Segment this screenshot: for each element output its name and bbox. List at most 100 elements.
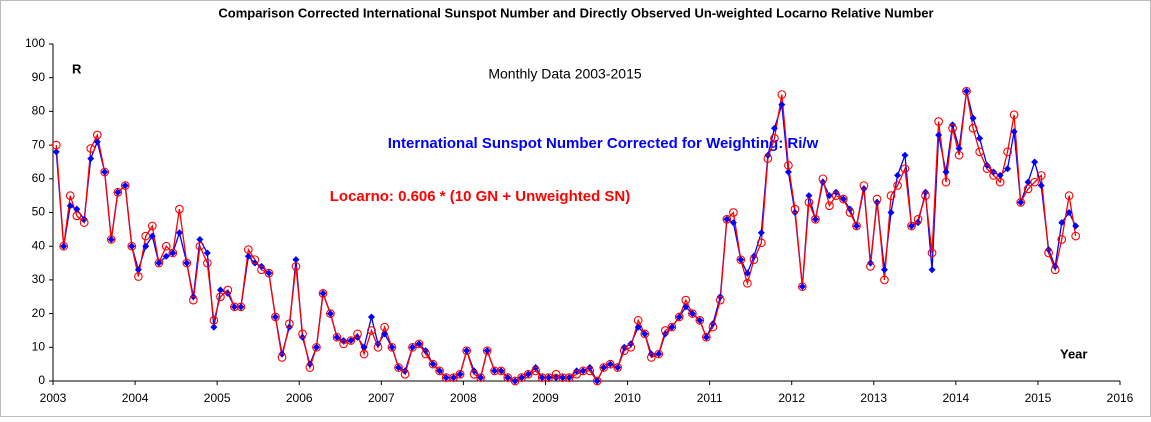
- marker: [463, 347, 471, 355]
- marker: [326, 309, 335, 318]
- marker: [244, 252, 252, 260]
- x-tick-label: 2015: [1025, 391, 1052, 405]
- marker: [908, 222, 916, 230]
- marker: [1024, 178, 1032, 186]
- chart-title: Comparison Corrected International Sunsp…: [218, 5, 933, 20]
- marker: [496, 366, 506, 376]
- marker: [120, 181, 130, 190]
- marker: [893, 181, 902, 190]
- marker: [504, 374, 512, 382]
- marker: [853, 222, 861, 230]
- marker: [708, 322, 718, 332]
- marker: [934, 117, 943, 126]
- x-tick-label: 2016: [1107, 391, 1134, 405]
- x-tick-label: 2004: [122, 391, 149, 405]
- marker: [134, 266, 142, 274]
- x-tick-label: 2013: [860, 391, 887, 405]
- marker: [511, 377, 519, 385]
- marker: [202, 258, 212, 268]
- marker: [668, 323, 676, 331]
- marker: [1003, 147, 1012, 157]
- marker: [701, 332, 711, 342]
- marker: [1058, 219, 1066, 227]
- marker: [72, 211, 82, 221]
- marker: [360, 343, 368, 351]
- marker: [737, 256, 745, 264]
- marker: [777, 90, 787, 99]
- marker: [408, 342, 417, 352]
- marker: [503, 373, 513, 382]
- marker: [688, 310, 696, 318]
- marker: [312, 342, 321, 352]
- marker: [592, 376, 602, 386]
- marker: [655, 350, 663, 358]
- marker: [142, 242, 150, 250]
- marker: [155, 259, 163, 267]
- marker: [763, 154, 773, 163]
- marker: [1030, 177, 1039, 187]
- y-tick-label: 60: [32, 171, 46, 185]
- marker: [968, 123, 978, 133]
- marker: [107, 235, 115, 243]
- marker: [1071, 231, 1081, 241]
- marker: [839, 194, 848, 204]
- marker: [318, 289, 328, 298]
- marker: [963, 87, 971, 95]
- marker: [87, 155, 95, 163]
- marker: [455, 369, 465, 379]
- chart-subtitle: Monthly Data 2003-2015: [488, 66, 642, 82]
- marker: [223, 285, 233, 295]
- marker: [688, 309, 697, 318]
- marker: [1004, 165, 1012, 173]
- marker: [127, 241, 137, 251]
- marker: [790, 204, 800, 214]
- marker: [414, 339, 424, 349]
- marker: [162, 252, 170, 260]
- marker: [209, 315, 219, 325]
- marker: [798, 283, 806, 291]
- marker: [935, 131, 943, 139]
- marker: [633, 315, 643, 325]
- marker: [121, 182, 129, 190]
- marker: [195, 241, 205, 251]
- x-axis-label: Year: [1060, 346, 1087, 361]
- marker: [825, 192, 833, 200]
- marker: [359, 349, 369, 359]
- marker: [962, 86, 971, 96]
- marker: [381, 330, 389, 338]
- marker: [982, 164, 992, 174]
- marker: [169, 249, 177, 257]
- marker: [79, 218, 89, 227]
- marker: [436, 367, 444, 375]
- marker: [681, 295, 691, 305]
- marker: [600, 364, 608, 372]
- marker: [373, 342, 383, 352]
- marker: [230, 302, 239, 312]
- marker: [264, 268, 274, 278]
- marker: [196, 235, 204, 243]
- marker: [715, 295, 725, 305]
- marker: [572, 369, 582, 379]
- marker: [558, 373, 568, 382]
- marker: [161, 241, 171, 251]
- y-tick-label: 90: [32, 70, 46, 84]
- marker: [387, 342, 397, 352]
- marker: [271, 313, 279, 321]
- marker: [743, 278, 752, 288]
- marker: [271, 312, 280, 322]
- marker: [770, 124, 778, 132]
- marker: [545, 374, 553, 382]
- marker: [805, 192, 813, 200]
- marker: [901, 151, 909, 159]
- y-tick-label: 30: [32, 272, 46, 286]
- marker: [230, 303, 238, 311]
- marker: [216, 286, 224, 294]
- marker: [86, 144, 96, 153]
- marker: [1010, 128, 1018, 136]
- marker: [626, 342, 636, 352]
- marker: [675, 313, 683, 321]
- marker: [682, 303, 690, 311]
- marker: [483, 347, 491, 355]
- marker: [51, 140, 61, 150]
